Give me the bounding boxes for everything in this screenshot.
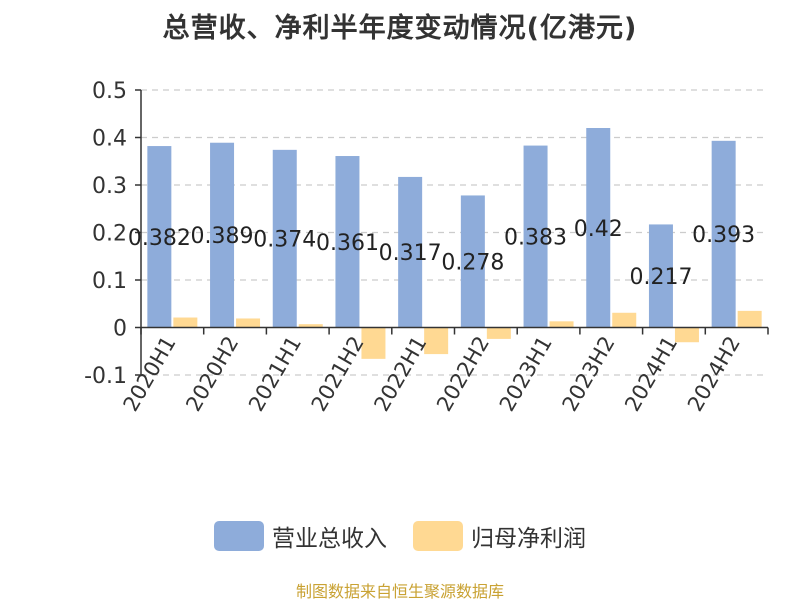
revenue-bar-3 (335, 156, 360, 328)
legend-item-net-profit[interactable]: 归母净利润 (413, 519, 586, 553)
y-tick-label-0: -0.1 (84, 364, 127, 389)
revenue-data-label-3: 0.361 (316, 231, 379, 256)
revenue-data-label-0: 0.382 (128, 226, 191, 251)
revenue-bar-4 (398, 176, 423, 328)
revenue-bar-7 (586, 128, 611, 328)
legend-label-net-profit: 归母净利润 (471, 526, 586, 552)
legend-swatch-net-profit (413, 521, 463, 551)
revenue-data-label-4: 0.317 (379, 241, 442, 266)
legend-swatch-revenue (214, 521, 264, 551)
net-profit-bar-1 (236, 318, 261, 328)
x-tick-label-3: 2021H2 (307, 332, 369, 416)
revenue-data-label-5: 0.278 (441, 250, 504, 275)
revenue-bar-5 (460, 195, 485, 328)
net-profit-bar-2 (298, 324, 323, 328)
chart-title: 总营收、净利半年度变动情况(亿港元) (162, 13, 638, 44)
net-profit-bar-4 (424, 327, 449, 355)
revenue-data-label-2: 0.374 (253, 228, 316, 253)
revenue-bar-2 (272, 149, 297, 328)
y-tick-label-4: 0.3 (92, 174, 127, 199)
x-tick-label-8: 2024H1 (620, 332, 682, 416)
revenue-bar-1 (210, 142, 235, 328)
x-tick-label-2: 2021H1 (244, 332, 306, 416)
revenue-data-label-9: 0.393 (692, 223, 755, 248)
y-tick-label-6: 0.5 (92, 79, 127, 104)
x-tick-label-7: 2023H2 (557, 332, 619, 416)
net-profit-bar-5 (486, 327, 511, 339)
net-profit-bar-3 (361, 327, 386, 359)
revenue-bar-9 (711, 140, 736, 328)
x-tick-label-0: 2020H1 (119, 332, 181, 416)
y-tick-label-3: 0.2 (92, 222, 127, 247)
revenue-data-label-1: 0.389 (191, 224, 254, 249)
revenue-data-label-8: 0.217 (629, 265, 692, 290)
revenue-bar-6 (523, 145, 548, 328)
chart-legend: 营业总收入 归母净利润 (0, 519, 800, 553)
revenue-bar-8 (648, 224, 673, 328)
net-profit-bar-0 (173, 317, 198, 328)
x-tick-label-9: 2024H2 (683, 332, 745, 416)
revenue-data-label-6: 0.383 (504, 226, 567, 251)
net-profit-bar-6 (549, 321, 574, 328)
revenue-bar-0 (147, 146, 172, 328)
legend-item-revenue[interactable]: 营业总收入 (214, 519, 387, 553)
y-tick-label-5: 0.4 (92, 127, 127, 152)
y-tick-label-2: 0.1 (92, 269, 127, 294)
source-note: 制图数据来自恒生聚源数据库 (295, 582, 504, 601)
y-tick-label-1: 0 (113, 317, 127, 342)
legend-label-revenue: 营业总收入 (272, 526, 387, 552)
net-profit-bar-7 (612, 312, 637, 328)
x-tick-label-6: 2023H1 (495, 332, 557, 416)
net-profit-bar-8 (674, 327, 699, 343)
net-profit-bar-9 (737, 310, 762, 328)
x-tick-label-1: 2020H2 (181, 332, 243, 416)
revenue-data-label-7: 0.42 (574, 217, 623, 242)
